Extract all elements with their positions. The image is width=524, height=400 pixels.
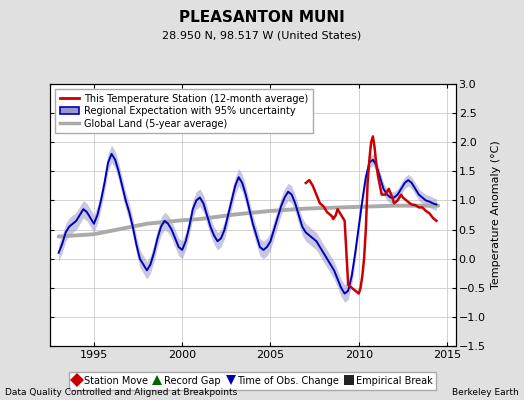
Y-axis label: Temperature Anomaly (°C): Temperature Anomaly (°C) [491,141,501,289]
Text: 28.950 N, 98.517 W (United States): 28.950 N, 98.517 W (United States) [162,30,362,40]
Text: Berkeley Earth: Berkeley Earth [452,388,519,397]
Text: PLEASANTON MUNI: PLEASANTON MUNI [179,10,345,25]
Legend: Station Move, Record Gap, Time of Obs. Change, Empirical Break: Station Move, Record Gap, Time of Obs. C… [69,372,436,390]
Text: Data Quality Controlled and Aligned at Breakpoints: Data Quality Controlled and Aligned at B… [5,388,237,397]
